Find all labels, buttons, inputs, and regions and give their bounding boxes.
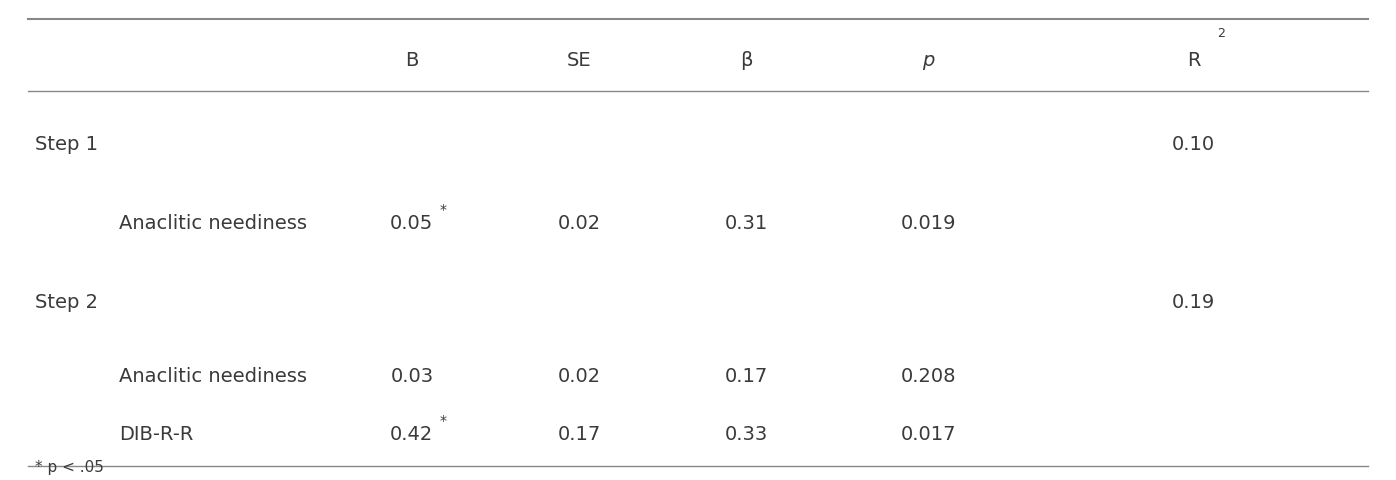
Text: Anaclitic neediness: Anaclitic neediness <box>119 367 307 386</box>
Text: Step 2: Step 2 <box>35 293 98 312</box>
Text: 0.03: 0.03 <box>391 367 433 386</box>
Text: * p < .05: * p < .05 <box>35 460 103 475</box>
Text: DIB-R-R: DIB-R-R <box>119 425 193 444</box>
Text: 0.19: 0.19 <box>1173 293 1215 312</box>
Text: 0.17: 0.17 <box>558 425 600 444</box>
Text: 0.02: 0.02 <box>558 367 600 386</box>
Text: SE: SE <box>567 50 592 70</box>
Text: 0.31: 0.31 <box>726 214 768 233</box>
Text: B: B <box>405 50 419 70</box>
Text: 2: 2 <box>1217 27 1226 40</box>
Text: Anaclitic neediness: Anaclitic neediness <box>119 214 307 233</box>
Text: 0.02: 0.02 <box>558 214 600 233</box>
Text: β: β <box>741 50 752 70</box>
Text: 0.05: 0.05 <box>391 214 433 233</box>
Text: 0.42: 0.42 <box>391 425 433 444</box>
Text: *: * <box>440 203 447 217</box>
Text: R: R <box>1187 50 1201 70</box>
Text: p: p <box>923 50 934 70</box>
Text: 0.208: 0.208 <box>900 367 956 386</box>
Text: 0.17: 0.17 <box>726 367 768 386</box>
Text: 0.017: 0.017 <box>900 425 956 444</box>
Text: Step 1: Step 1 <box>35 134 98 154</box>
Text: 0.10: 0.10 <box>1173 134 1215 154</box>
Text: 0.019: 0.019 <box>900 214 956 233</box>
Text: 0.33: 0.33 <box>726 425 768 444</box>
Text: *: * <box>440 414 447 428</box>
